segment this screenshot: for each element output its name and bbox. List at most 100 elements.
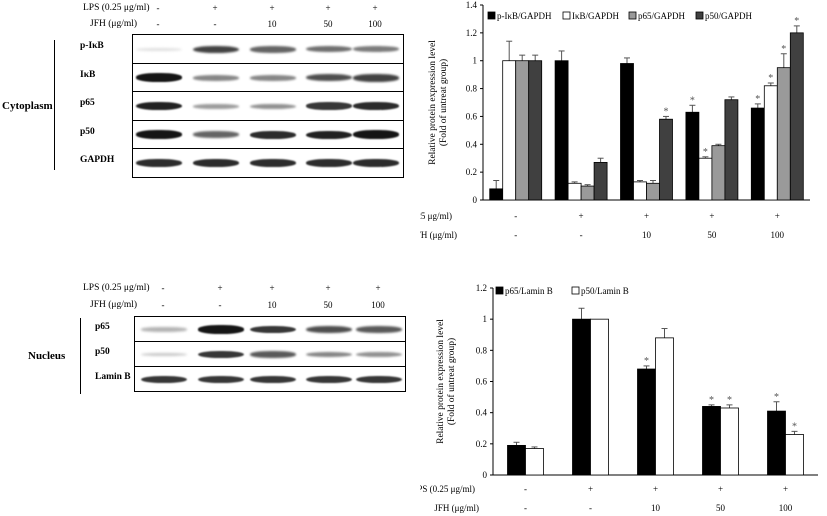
chart1-cond-1-4: 100 [771,230,785,240]
bottom-blot-cond-0-1: + [217,283,223,293]
chart2-bar-1-3 [720,407,739,476]
chart1-bar-0-1 [554,60,569,201]
bottom-blot-band-2-3 [306,375,352,384]
top-blot-band-3-0 [136,130,182,140]
chart1-ylabel-line-0: Relative protein expression level [428,40,438,165]
chart1-bar-3-3 [724,99,739,201]
chart1-sig-1-4: * [768,73,773,84]
bottom-blot-band-2-1 [198,375,244,384]
chart2-cond-label-0: LPS (0.25 μg/ml) [420,484,475,494]
bottom-blot-cond-1-0: - [161,300,165,310]
chart1-bar-0-3 [685,111,700,201]
top-blot-band-0-1 [193,45,239,53]
chart1-sig-3-2: * [664,106,669,117]
chart1-ylabel-line-1: (Fold of untreat group) [438,59,449,146]
chart1-bar-3-2 [659,118,673,201]
bottom-blot-strip-0 [134,316,406,342]
chart1-ytick-label-0: 0 [473,195,478,205]
chart2-bar-1-4 [785,434,804,476]
chart1-bar-2-2 [646,182,660,201]
chart2-cond-1-2: 10 [651,503,661,513]
cytoplasm-label: Cytoplasm [2,100,53,112]
top-blot-band-3-3 [306,130,352,139]
chart1-cond-0-4: + [775,211,780,221]
chart2-ytick-label-6: 1.2 [476,283,487,293]
bottom-blot-band-2-4 [356,375,402,384]
bottom-blot-cond-1-1: - [218,300,222,310]
bottom-blot-band-0-3 [306,325,352,334]
chart1-bar-1-4 [763,85,778,201]
chart1-legend-label-2: p65/GAPDH [638,11,686,21]
chart1-legend-swatch-1 [562,11,571,20]
top-blot-cond-0-4: + [372,3,378,13]
top-blot-band-2-2 [250,103,296,109]
chart2-ytick-label-3: 0.6 [476,377,488,387]
top-blot-cond-0-1: + [212,3,218,13]
top-blot-band-1-1 [193,74,239,81]
chart2-cond-0-4: + [783,484,788,494]
chart1-ytick-label-2: 0.4 [466,139,478,149]
top-blot-band-4-3 [306,159,352,168]
chart1-sig-0-4: * [755,94,760,105]
chart2-legend-label-0: p65/Lamin B [505,286,553,296]
chart1-bar-3-4 [789,32,804,201]
nucleus-label: Nucleus [28,350,66,362]
top-blot-band-4-2 [250,159,296,168]
chart1-bar-2-0 [515,60,530,201]
chart1-cond-0-0: - [514,211,517,221]
top-blot-band-0-4 [353,46,399,53]
chart2-sig-0-2: * [644,356,649,367]
top-blot-band-3-2 [250,130,296,139]
chart2-cond-label-1: JFH (μg/ml) [434,503,479,513]
chart2-cond-0-3: + [718,484,723,494]
chart2-sig-0-3: * [709,395,714,406]
chart1-ytick-label-7: 1.4 [466,0,478,10]
chart1-bar-2-1 [580,185,595,201]
bottom-blot-band-1-1 [198,350,244,359]
chart1-bar-1-1 [567,182,582,201]
chart2-ytick-label-2: 0.4 [476,408,488,418]
chart1-bar-3-0 [528,60,543,201]
chart2-sig-0-4: * [774,392,779,403]
chart2-cond-0-0: - [524,484,527,494]
chart2-legend-swatch-1 [571,286,580,295]
chart1-bar-0-4 [750,107,765,201]
chart1-bar-1-3 [698,157,713,201]
chart1-cond-1-2: 10 [642,230,652,240]
top-blot-cond-1-4: 100 [368,19,382,29]
chart2-ytick-label-5: 1 [483,314,488,324]
chart1-bar-1-0 [502,60,517,201]
cytoplasm-bracket [54,40,55,170]
chart1-cond-0-1: + [579,211,584,221]
top-blot-label-2: p65 [80,98,95,109]
chart2-cond-1-4: 100 [779,503,793,513]
bottom-blot-band-1-0 [141,352,187,357]
chart1-cond-0-2: + [644,211,649,221]
top-blot-jfh-label: JFH (μg/ml) [90,19,138,29]
top-blot-band-1-0 [136,73,182,83]
bottom-blot-cond-1-2: 10 [267,300,277,310]
top-blot-band-4-0 [136,159,182,168]
top-blot-cond-0-2: + [269,3,275,13]
bottom-blot-band-1-3 [306,351,352,358]
top-blot-label-4: GAPDH [80,155,115,166]
top-blot-strip-3 [132,119,404,149]
top-blot-cond-1-2: 10 [267,19,277,29]
bottom-blot-strip-2 [134,366,406,392]
bottom-blot-band-0-4 [356,326,402,333]
chart2-bar-0-3 [702,406,721,476]
chart2-bar-0-1 [572,318,591,476]
chart2-cond-1-3: 50 [716,503,726,513]
chart1-ytick-label-4: 0.8 [466,84,478,94]
top-blot-band-4-1 [193,159,239,168]
chart1-sig-2-4: * [781,44,786,55]
top-blot-cond-1-3: 50 [323,19,333,29]
chart2-cond-1-0: - [524,503,527,513]
chart1-cond-1-0: - [514,230,517,240]
nucleus-bracket [80,318,81,394]
chart1-bar-3-1 [593,161,608,201]
top-blot-cond-1-0: - [156,19,160,29]
top-blot-band-3-4 [353,130,399,140]
bottom-blot-label-0: p65 [95,321,110,332]
top-blot-label-3: p50 [80,126,95,137]
